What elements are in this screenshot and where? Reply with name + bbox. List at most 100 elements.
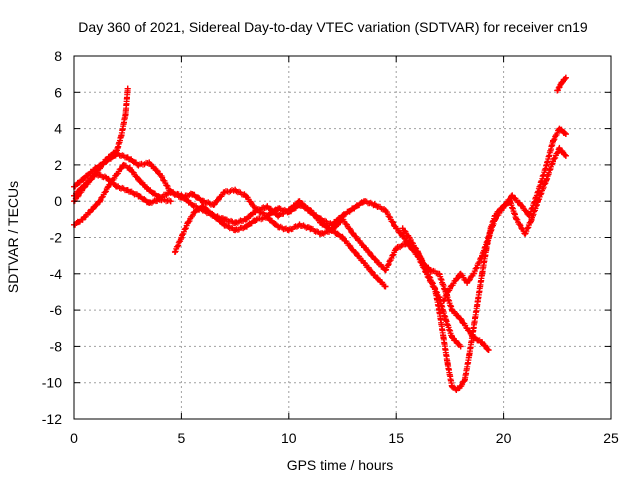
data-point: [406, 234, 413, 241]
data-point: [423, 267, 430, 274]
data-point: [453, 276, 460, 283]
data-point: [178, 194, 185, 201]
data-point: [264, 212, 271, 219]
data-point: [457, 316, 464, 323]
data-point: [446, 285, 453, 292]
data-point: [440, 334, 447, 341]
data-point: [562, 74, 569, 81]
data-point: [146, 187, 153, 194]
data-point: [436, 307, 443, 314]
data-point: [350, 230, 357, 237]
data-point: [543, 161, 550, 168]
data-point: [253, 216, 260, 223]
data-point: [167, 198, 174, 205]
data-point: [360, 259, 367, 266]
data-point: [118, 132, 125, 139]
data-point: [474, 298, 481, 305]
data-point: [124, 187, 131, 194]
data-point: [513, 216, 520, 223]
data-point: [103, 158, 110, 165]
x-axis-label: GPS time / hours: [287, 457, 394, 473]
data-point: [156, 196, 163, 203]
y-tick-label: 4: [54, 121, 62, 137]
data-point: [242, 216, 249, 223]
chart-title: Day 360 of 2021, Sidereal Day-to-day VTE…: [78, 19, 588, 35]
data-point: [470, 270, 477, 277]
data-point: [449, 334, 456, 341]
data-point: [526, 212, 533, 219]
data-point: [556, 83, 563, 90]
data-point: [442, 316, 449, 323]
data-point: [189, 190, 196, 197]
data-point: [431, 285, 438, 292]
data-point: [550, 138, 557, 145]
data-point: [543, 176, 550, 183]
data-point: [318, 216, 325, 223]
data-point: [371, 256, 378, 263]
data-point: [479, 252, 486, 259]
data-point: [88, 207, 95, 214]
data-point: [178, 234, 185, 241]
data-point: [550, 158, 557, 165]
data-point: [296, 221, 303, 228]
data-point: [444, 361, 451, 368]
data-point: [449, 307, 456, 314]
data-point: [242, 192, 249, 199]
data-point: [120, 161, 127, 168]
data-point: [449, 383, 456, 390]
data-point: [81, 174, 88, 181]
y-tick-label: -10: [42, 375, 62, 391]
data-point: [528, 216, 535, 223]
data-point: [464, 279, 471, 286]
data-point: [509, 192, 516, 199]
axis-ticks: 0 5 10 15 20 25 -12 -10 -8 -6 -4 -2 0 2 4 6 8: [42, 48, 619, 446]
x-tick-label: 0: [70, 430, 78, 446]
y-tick-label: -4: [50, 266, 63, 282]
data-point: [558, 80, 565, 87]
data-point: [275, 223, 282, 230]
data-point: [436, 270, 443, 277]
data-point: [92, 170, 99, 177]
y-tick-label: 6: [54, 84, 62, 100]
data-point: [124, 85, 131, 92]
data-point: [242, 223, 249, 230]
data-point: [135, 176, 142, 183]
data-point: [562, 152, 569, 159]
data-point: [339, 212, 346, 219]
data-point: [479, 270, 486, 277]
y-tick-label: -6: [50, 302, 63, 318]
data-point: [184, 219, 191, 226]
data-point: [232, 227, 239, 234]
data-point: [221, 216, 228, 223]
data-point: [210, 212, 217, 219]
data-point: [113, 183, 120, 190]
data-point: [296, 198, 303, 205]
data-point: [517, 201, 524, 208]
series-satellite-track-4: [71, 170, 174, 207]
data-point: [275, 212, 282, 219]
data-point: [562, 131, 569, 138]
data-point: [124, 154, 131, 161]
data-point: [466, 352, 473, 359]
data-point: [534, 189, 541, 196]
y-tick-label: 2: [54, 157, 62, 173]
data-point: [146, 160, 153, 167]
data-point: [382, 207, 389, 214]
data-point: [360, 198, 367, 205]
data-point: [382, 267, 389, 274]
data-point: [453, 386, 460, 393]
y-tick-label: -8: [50, 338, 63, 354]
data-point: [382, 283, 389, 290]
data-point: [554, 87, 561, 94]
data-point: [470, 325, 477, 332]
data-point: [167, 189, 174, 196]
data-point: [307, 209, 314, 216]
data-point: [191, 209, 198, 216]
series-satellite-track-8: [554, 74, 569, 94]
x-tick-label: 5: [178, 430, 186, 446]
data-point: [199, 203, 206, 210]
data-point: [479, 339, 486, 346]
data-point: [500, 203, 507, 210]
x-tick-label: 20: [496, 430, 512, 446]
